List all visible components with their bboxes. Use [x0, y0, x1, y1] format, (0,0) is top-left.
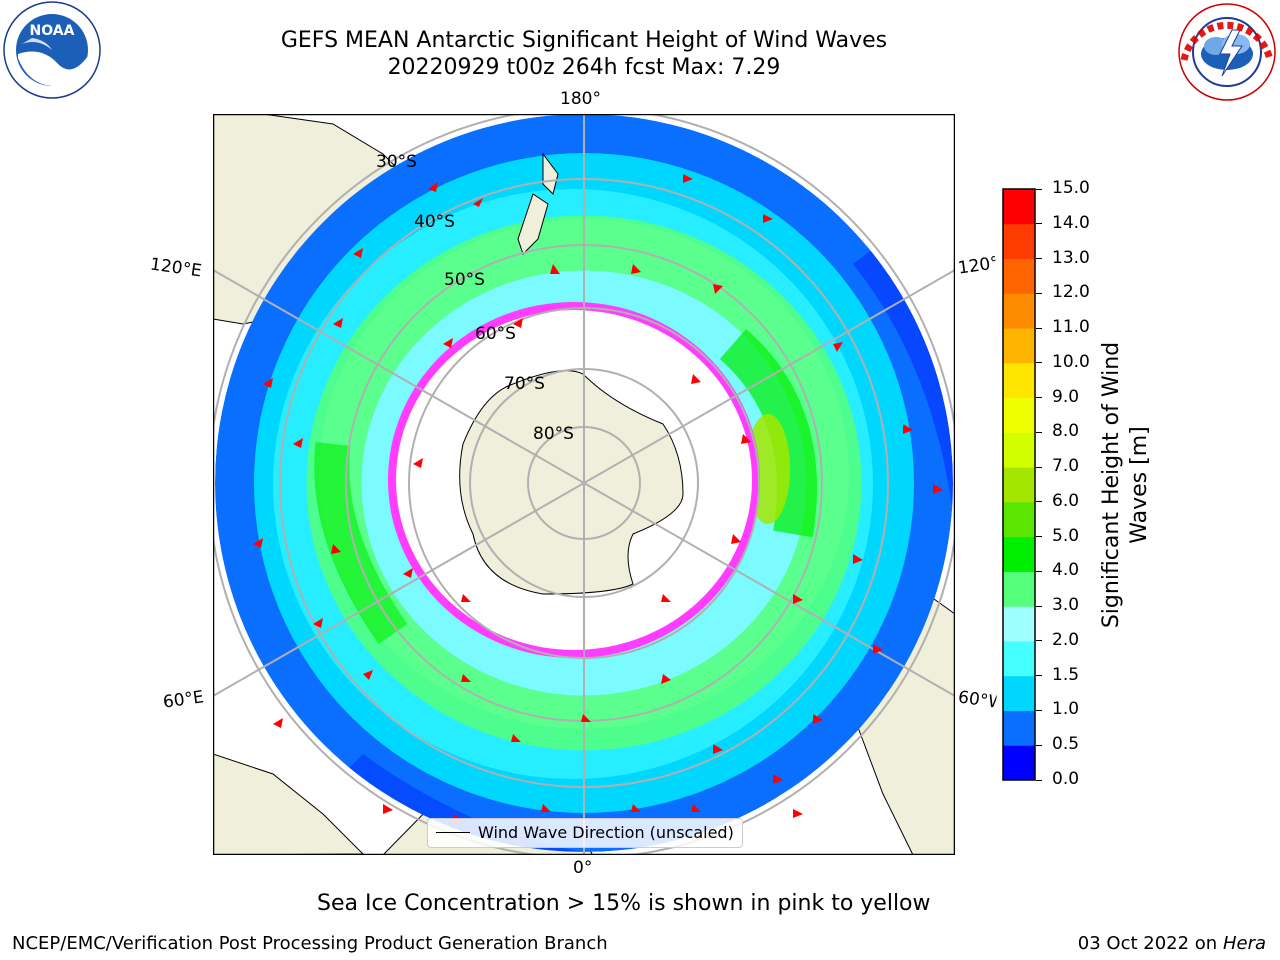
- colorbar-segment: [1003, 397, 1035, 433]
- colorbar-tick-mark: [1036, 397, 1042, 399]
- colorbar-tick-label: 9.0: [1052, 386, 1080, 407]
- colorbar-tick-mark: [1036, 362, 1042, 364]
- colorbar-tick-mark: [1036, 570, 1042, 572]
- lat-label-80s: 80°S: [533, 424, 574, 444]
- colorbar-tick-mark: [1036, 466, 1042, 468]
- colorbar-segment: [1003, 432, 1035, 468]
- colorbar-tick-mark: [1036, 501, 1042, 503]
- colorbar-tick-mark: [1036, 605, 1042, 607]
- lat-label-40s: 40°S: [414, 212, 455, 232]
- colorbar-segment: [1003, 536, 1035, 572]
- colorbar-tick-label: 0.5: [1052, 734, 1080, 755]
- colorbar-label-line1: Significant Height of Wind: [1099, 341, 1124, 629]
- colorbar-segment: [1003, 675, 1035, 711]
- colorbar-tick-mark: [1036, 709, 1042, 711]
- colorbar-segment: [1003, 293, 1035, 329]
- colorbar-tick-label: 15.0: [1052, 178, 1090, 198]
- colorbar-tick-mark: [1036, 431, 1042, 433]
- lat-label-50s: 50°S: [444, 270, 485, 290]
- antarctica-land: [459, 370, 684, 595]
- colorbar-tick-label: 12.0: [1052, 282, 1090, 303]
- chart-subtitle: 20220929 t00z 264h fcst Max: 7.29: [387, 55, 781, 80]
- polar-map: [213, 114, 955, 855]
- colorbar-tick-label: 6.0: [1052, 490, 1080, 511]
- colorbar-tick-mark: [1036, 223, 1042, 225]
- colorbar-segment: [1003, 606, 1035, 642]
- colorbar-label: Significant Height of Wind Waves [m]: [1099, 125, 1156, 628]
- chart-title: GEFS MEAN Antarctic Significant Height o…: [280, 28, 888, 53]
- footer-left: NCEP/EMC/Verification Post Processing Pr…: [12, 933, 608, 954]
- colorbar-segment: [1003, 745, 1035, 781]
- colorbar-segment: [1003, 710, 1035, 746]
- noaa-logo: NOAA: [3, 1, 101, 99]
- colorbar-tick-mark: [1036, 327, 1042, 329]
- colorbar-segment: [1003, 640, 1035, 677]
- colorbar-tick-label: 4.0: [1052, 560, 1080, 581]
- lon-label-180: 180°: [560, 89, 601, 109]
- colorbar-tick-label: 11.0: [1052, 317, 1090, 338]
- colorbar-tick-mark: [1036, 779, 1042, 781]
- colorbar-tick-mark: [1036, 744, 1042, 746]
- colorbar-tick-label: 1.5: [1052, 664, 1080, 685]
- colorbar-segment: [1003, 223, 1035, 260]
- footer-date: 03 Oct 2022 on: [1077, 933, 1223, 954]
- lon-label-60w: 60°W: [956, 687, 998, 713]
- wind-wave-arrows: [253, 174, 943, 824]
- colorbar-label-line2: Waves [m]: [1127, 426, 1152, 544]
- footer-right: 03 Oct 2022 on Hera: [1078, 933, 1266, 954]
- colorbar: [1002, 188, 1036, 781]
- colorbar-tick-mark: [1036, 292, 1042, 294]
- colorbar-tick-label: 2.0: [1052, 629, 1080, 650]
- footer-machine: Hera: [1222, 933, 1266, 954]
- lon-label-120e: 120°E: [148, 254, 203, 282]
- colorbar-tick-label: 13.0: [1052, 247, 1090, 268]
- colorbar-segment: [1003, 258, 1035, 294]
- colorbar-tick-label: 14.0: [1052, 212, 1090, 233]
- sea-ice-caption: Sea Ice Concentration > 15% is shown in …: [317, 891, 931, 916]
- lon-label-0: 0°: [573, 858, 593, 878]
- colorbar-segment: [1003, 328, 1035, 364]
- lat-label-60s: 60°S: [475, 324, 516, 344]
- colorbar-segment: [1003, 501, 1035, 538]
- meridians: [213, 114, 955, 855]
- colorbar-tick-label: 5.0: [1052, 525, 1080, 546]
- lat-label-70s: 70°S: [504, 374, 545, 394]
- colorbar-tick-label: 1.0: [1052, 699, 1080, 720]
- colorbar-tick-mark: [1036, 675, 1042, 677]
- noaa-logo-text: NOAA: [30, 23, 75, 39]
- new-zealand-land: [517, 152, 559, 255]
- colorbar-tick-label: 7.0: [1052, 456, 1080, 477]
- lon-label-120w: 120°W: [956, 253, 998, 279]
- map-legend: Wind Wave Direction (unscaled): [427, 818, 743, 848]
- lat-label-30s: 30°S: [376, 152, 417, 172]
- legend-line: [436, 832, 470, 833]
- colorbar-segment: [1003, 362, 1035, 399]
- colorbar-tick-mark: [1036, 536, 1042, 538]
- legend-label: Wind Wave Direction (unscaled): [478, 823, 734, 842]
- colorbar-tick-label: 10.0: [1052, 351, 1090, 372]
- colorbar-tick-mark: [1036, 258, 1042, 260]
- lon-label-60e: 60°E: [161, 687, 206, 713]
- africa-land: [213, 753, 365, 855]
- colorbar-segment: [1003, 467, 1035, 503]
- colorbar-segment: [1003, 571, 1035, 607]
- colorbar-tick-label: 0.0: [1052, 769, 1080, 789]
- colorbar-tick-mark: [1036, 640, 1042, 642]
- nws-logo: [1178, 3, 1276, 101]
- colorbar-tick-label: 3.0: [1052, 595, 1080, 616]
- colorbar-tick-label: 8.0: [1052, 421, 1080, 442]
- colorbar-tick-mark: [1036, 188, 1042, 190]
- colorbar-segment: [1003, 189, 1035, 225]
